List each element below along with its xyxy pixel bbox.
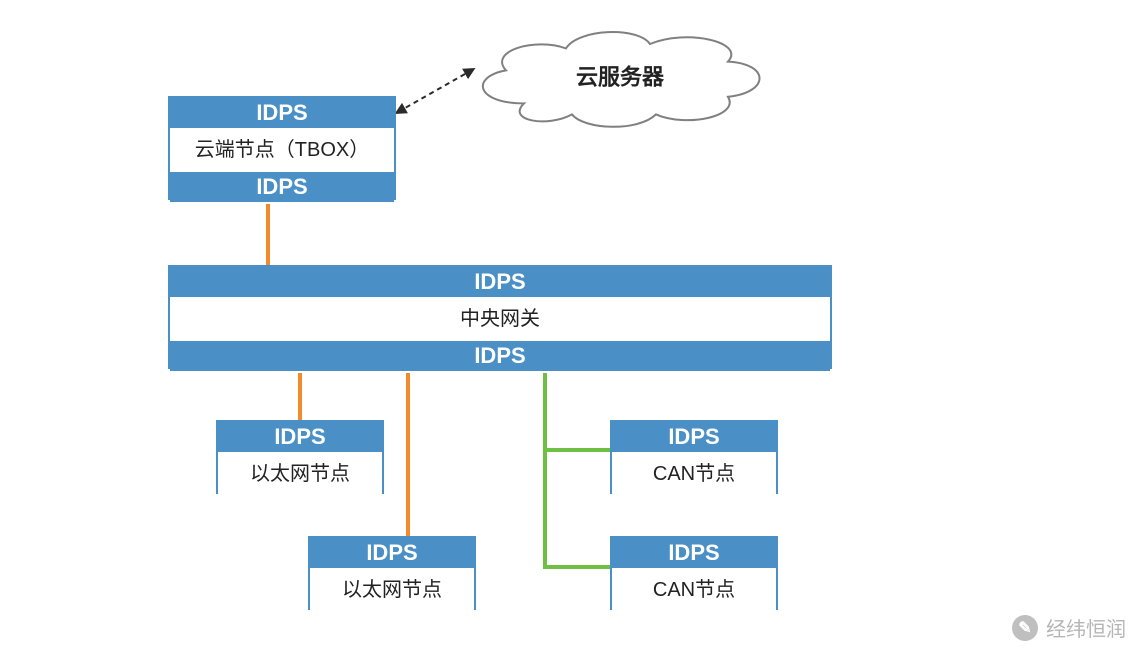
node-tbox-body: 云端节点（TBOX） <box>170 128 394 172</box>
node-gateway-body: 中央网关 <box>170 297 830 341</box>
node-can1-top-band: IDPS <box>612 422 776 452</box>
node-can2: IDPSCAN节点 <box>610 536 778 610</box>
node-tbox: IDPS云端节点（TBOX）IDPS <box>168 96 396 200</box>
node-tbox-top-band: IDPS <box>170 98 394 128</box>
edge-3 <box>545 373 610 567</box>
node-eth2: IDPS以太网节点 <box>308 536 476 610</box>
node-tbox-bottom-band: IDPS <box>170 172 394 202</box>
node-can2-body: CAN节点 <box>612 568 776 612</box>
node-gateway: IDPS中央网关IDPS <box>168 265 832 369</box>
node-gateway-top-band: IDPS <box>170 267 830 297</box>
node-can2-top-band: IDPS <box>612 538 776 568</box>
node-can1: IDPSCAN节点 <box>610 420 778 494</box>
diagram-canvas: 云服务器 IDPS云端节点（TBOX）IDPSIDPS中央网关IDPSIDPS以… <box>0 0 1144 656</box>
watermark: ✎ 经纬恒润 <box>1012 613 1126 642</box>
watermark-text: 经纬恒润 <box>1046 613 1126 642</box>
node-eth1: IDPS以太网节点 <box>216 420 384 494</box>
cloud-arrow <box>398 70 472 112</box>
cloud-label: 云服务器 <box>576 65 665 90</box>
node-can1-body: CAN节点 <box>612 452 776 496</box>
node-eth1-top-band: IDPS <box>218 422 382 452</box>
node-eth1-body: 以太网节点 <box>218 452 382 496</box>
node-eth2-body: 以太网节点 <box>310 568 474 612</box>
cloud-server-node: 云服务器 <box>470 22 770 132</box>
node-eth2-top-band: IDPS <box>310 538 474 568</box>
wechat-icon: ✎ <box>1012 615 1038 641</box>
node-gateway-bottom-band: IDPS <box>170 341 830 371</box>
